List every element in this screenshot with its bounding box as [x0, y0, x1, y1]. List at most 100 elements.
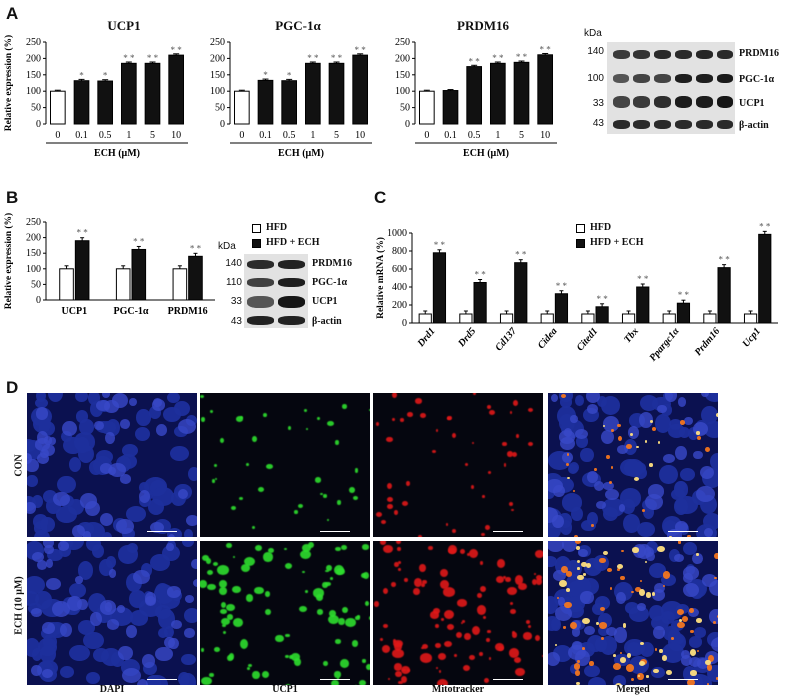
kda-b-row1: 140: [225, 258, 242, 269]
legend-c-hfd: HFD: [590, 222, 612, 233]
kda-a-row3: 33: [592, 98, 604, 109]
kda-a-row4: 43: [592, 118, 604, 129]
bar: [676, 302, 691, 324]
y-tick-label: 200: [395, 53, 410, 64]
bar: [432, 252, 447, 324]
x-tick-label: Prdm16: [693, 326, 722, 358]
bar: [540, 313, 554, 324]
legend-b-hfd: HFD: [266, 222, 288, 233]
significance-mark: *: [287, 70, 292, 80]
chart-a1: 0 50 100 150 200 250 0 * 0.1 * 0.5 * * 1 * * 5 * * 10 ECH…: [3, 35, 188, 159]
x-tick-label: 1: [495, 130, 500, 141]
bar: [459, 313, 473, 324]
x-tick-label: Ppargc1α: [648, 326, 682, 364]
western-blot-b: kDa 140 110 33 43 PRDM16 PGC-1α UCP1 β-a…: [216, 240, 366, 332]
y-axis-label: Relative expression (%): [3, 213, 14, 309]
bar: [97, 80, 114, 125]
micrograph-dapi-con: [26, 392, 198, 538]
legend-c-ech: HFD + ECH: [590, 237, 644, 248]
x-tick-label: Tbx: [622, 326, 641, 345]
bar: [473, 282, 487, 324]
x-axis-label: ECH (μM): [278, 148, 324, 159]
significance-mark: * *: [492, 53, 504, 63]
y-tick-label: 250: [395, 37, 410, 48]
y-tick-label: 150: [395, 70, 410, 81]
x-tick-label: 0: [239, 130, 244, 141]
scale-bar: [147, 531, 177, 532]
micrograph-merged-ech: [547, 540, 719, 686]
scale-bar: [320, 679, 350, 680]
significance-mark: *: [263, 70, 268, 80]
significance-mark: * *: [515, 250, 527, 260]
y-tick-label: 0: [36, 295, 41, 306]
x-tick-label: 0.5: [99, 130, 112, 141]
scale-bar: [320, 531, 350, 532]
bar: [168, 54, 185, 125]
blot-a-label-pgc: PGC-1α: [739, 74, 775, 85]
bar: [717, 267, 731, 324]
micrograph-mito-con: [372, 392, 544, 538]
scale-bar: [493, 679, 523, 680]
legend-b-ech-swatch: [252, 239, 261, 248]
bar: [131, 248, 147, 301]
significance-mark: * *: [556, 281, 568, 291]
bar: [499, 313, 514, 324]
significance-mark: * *: [77, 228, 89, 238]
bar: [172, 268, 188, 301]
x-tick-label: 0.5: [283, 130, 296, 141]
chart-a3: 0 50 100 150 200 250 0 0.1 * * 0.5 * * 1 * * 5 * * 10 EC…: [395, 37, 557, 159]
blot-b-label-pgc: PGC-1α: [312, 277, 348, 288]
chart-c: 0 200 400 600 800 1000 * * Drd1 * * Drd5 * * Cd137 *…: [375, 222, 778, 364]
bar: [418, 313, 432, 324]
significance-mark: * *: [434, 240, 446, 250]
blot-b-label-prdm16: PRDM16: [312, 258, 352, 269]
bar: [281, 80, 298, 125]
significance-mark: * *: [516, 52, 528, 62]
y-tick-label: 150: [26, 248, 41, 259]
x-tick-label: Drd1: [415, 326, 438, 350]
col-label-merged: Merged: [616, 684, 650, 695]
scale-bar: [668, 531, 698, 532]
legend-b-ech: HFD + ECH: [266, 237, 320, 248]
x-tick-label: 1: [126, 130, 131, 141]
scale-bar: [493, 531, 523, 532]
significance-mark: * *: [123, 53, 135, 63]
blot-a-label-ucp1: UCP1: [739, 98, 765, 109]
micrograph-merged-con: [547, 392, 719, 538]
y-tick-label: 50: [215, 103, 225, 114]
x-axis-label: ECH (μM): [463, 148, 509, 159]
kda-b-row3: 33: [230, 296, 242, 307]
scale-bar: [147, 679, 177, 680]
x-tick-label: PGC-1α: [113, 306, 148, 317]
x-tick-label: 10: [540, 130, 550, 141]
x-tick-label: 0: [55, 130, 60, 141]
blot-image-b: [244, 254, 308, 328]
kda-a-row2: 100: [587, 73, 604, 84]
x-tick-label: 0.5: [468, 130, 481, 141]
significance-mark: * *: [307, 53, 319, 63]
significance-mark: * *: [678, 290, 690, 300]
micrograph-dapi-ech: [26, 540, 198, 686]
bar: [418, 90, 435, 125]
row-label-ech: ECH (10 μM): [13, 576, 25, 635]
chart-b: 0 50 100 150 200 250 * * UCP1 * * PGC-1α * * PRDM16…: [3, 213, 215, 317]
y-tick-label: 150: [26, 70, 41, 81]
legend-c-ech-swatch: [576, 239, 585, 248]
x-tick-label: UCP1: [62, 306, 88, 317]
x-tick-label: 10: [171, 130, 181, 141]
bar: [621, 313, 636, 324]
chart-a3-title: PRDM16: [457, 18, 509, 33]
bar: [466, 66, 483, 125]
bar: [233, 90, 250, 125]
significance-mark: * *: [540, 44, 552, 54]
y-tick-label: 100: [395, 86, 410, 97]
y-tick-label: 1000: [387, 228, 407, 239]
y-tick-label: 200: [210, 53, 225, 64]
western-blot-a: kDa: [578, 28, 786, 138]
y-tick-label: 250: [26, 217, 41, 228]
legend-b-hfd-swatch: [252, 224, 261, 233]
bar: [74, 240, 90, 301]
x-tick-label: 10: [355, 130, 365, 141]
y-tick-label: 100: [26, 86, 41, 97]
kda-b-row2: 110: [226, 277, 242, 288]
